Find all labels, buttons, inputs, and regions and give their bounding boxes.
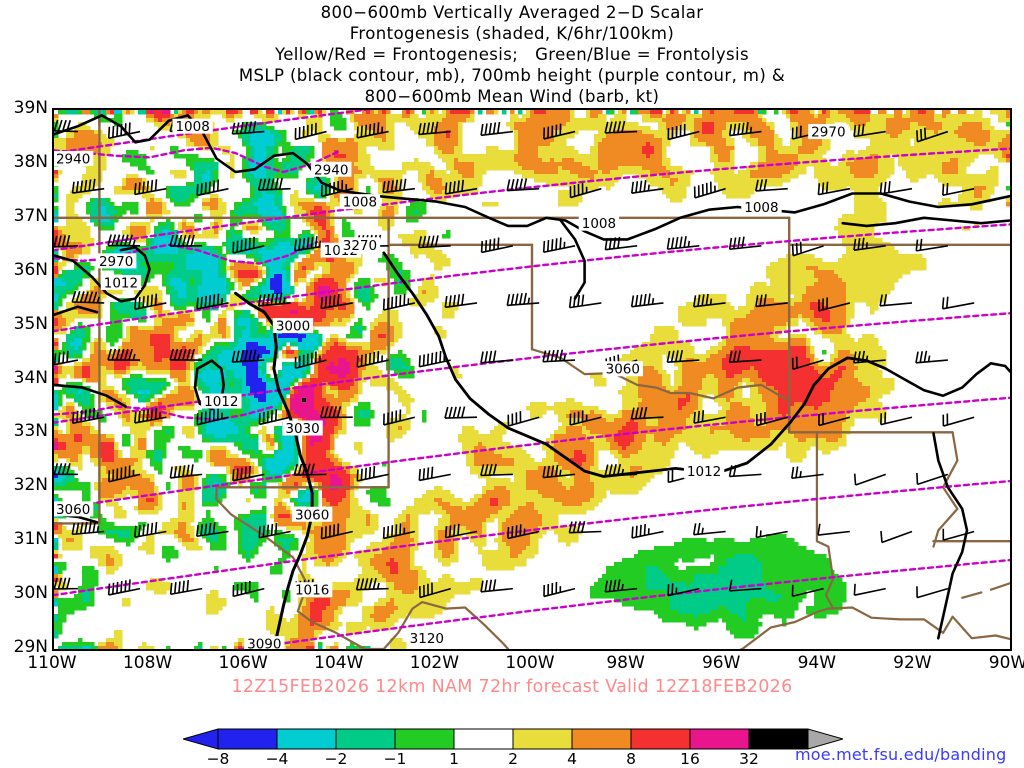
contour-label: 2940 [54, 151, 94, 168]
title-line-5: 800−600mb Mean Wind (barb, kt) [364, 87, 660, 106]
colorbar-tick-7: 8 [626, 750, 636, 768]
colorbar-tick-5: 2 [508, 750, 518, 768]
contour-label: 1012 [201, 393, 242, 410]
colorbar[interactable] [181, 727, 845, 751]
colorbar-tick-3: −1 [383, 750, 407, 768]
lat-tick-33N: 33N [13, 421, 48, 442]
contour-label: 1008 [578, 215, 620, 232]
chart-title-block: 800−600mb Vertically Averaged 2−D Scalar… [0, 2, 1024, 107]
colorbar-tick-4: 1 [449, 750, 459, 768]
lat-tick-32N: 32N [13, 475, 48, 496]
contour-label: 3000 [272, 318, 314, 335]
contour-label: 2940 [311, 161, 352, 178]
contour-label: 1012 [683, 463, 725, 480]
contour-label: 3030 [282, 420, 323, 437]
colorbar-tick-1: −4 [265, 750, 289, 768]
lat-tick-30N: 30N [13, 583, 48, 604]
height-contours [54, 110, 1010, 649]
lon-tick-110W: 110W [27, 653, 77, 673]
colorbar-svg [181, 728, 845, 750]
lat-tick-34N: 34N [13, 367, 48, 388]
colorbar-tick-8: 16 [680, 750, 700, 768]
lat-tick-35N: 35N [13, 313, 48, 334]
lat-tick-39N: 39N [13, 98, 48, 118]
title-line-1: 800−600mb Vertically Averaged 2−D Scalar [320, 3, 704, 22]
title-line-3: Yellow/Red = Frontogenesis; Green/Blue =… [274, 45, 750, 64]
lon-tick-94W: 94W [797, 653, 837, 673]
title-line-4: MSLP (black contour, mb), 700mb height (… [238, 66, 786, 85]
contour-label: 1016 [291, 582, 333, 599]
contour-label: 1012 [100, 274, 142, 291]
map-canvas: 1008294010081008100810121012101210121016… [54, 110, 1010, 649]
lat-tick-29N: 29N [13, 637, 48, 657]
contour-label: 3090 [244, 636, 285, 649]
colorbar-tick-0: −8 [206, 750, 230, 768]
contour-label: 3270 [339, 237, 381, 254]
colorbar-tick-9: 32 [739, 750, 759, 768]
contour-labels: 1008294010081008100810121012101210121016… [54, 118, 849, 649]
lat-tick-37N: 37N [13, 205, 48, 226]
lat-tick-31N: 31N [13, 529, 48, 550]
lon-tick-92W: 92W [893, 653, 932, 673]
lon-tick-102W: 102W [409, 653, 460, 673]
title-line-2: Frontogenesis (shaded, K/6hr/100km) [349, 24, 675, 43]
weather-map[interactable]: 1008294010081008100810121012101210121016… [52, 108, 1012, 651]
lon-tick-104W: 104W [314, 653, 364, 673]
lon-tick-100W: 100W [505, 653, 555, 673]
wind-barbs [54, 119, 975, 599]
lon-tick-98W: 98W [606, 653, 645, 673]
lon-tick-90W: 90W [988, 653, 1024, 673]
colorbar-tick-2: −2 [324, 750, 348, 768]
contour-label: 2970 [95, 253, 137, 270]
contour-label: 3060 [602, 361, 644, 378]
contour-label: 1008 [172, 118, 213, 135]
lon-tick-108W: 108W [122, 653, 173, 673]
contour-label: 2970 [808, 124, 849, 141]
contour-label: 3120 [406, 630, 448, 647]
mslp-contours [54, 114, 1010, 649]
forecast-caption: 12Z15FEB2026 12km NAM 72hr forecast Vali… [231, 677, 793, 697]
site-watermark: moe.met.fsu.edu/banding [795, 745, 1007, 764]
contour-label: 1008 [741, 199, 782, 216]
lat-tick-36N: 36N [13, 259, 48, 280]
contour-label: 3060 [54, 501, 94, 518]
lon-tick-96W: 96W [701, 653, 741, 673]
lon-tick-106W: 106W [218, 653, 268, 673]
lat-tick-38N: 38N [13, 151, 48, 172]
contour-label: 3060 [291, 506, 333, 523]
state-borders [54, 110, 1010, 649]
colorbar-tick-6: 4 [567, 750, 577, 768]
contour-label: 1008 [339, 194, 381, 211]
